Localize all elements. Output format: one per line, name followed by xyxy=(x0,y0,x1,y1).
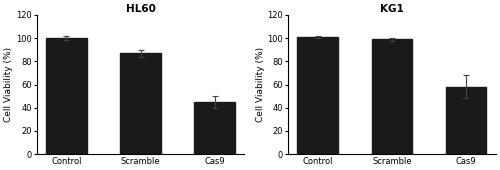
Y-axis label: Cell Viability (%): Cell Viability (%) xyxy=(4,47,13,122)
Title: HL60: HL60 xyxy=(126,4,156,14)
Bar xyxy=(372,39,412,154)
Bar xyxy=(46,38,87,154)
Bar xyxy=(120,53,161,154)
Y-axis label: Cell Viability (%): Cell Viability (%) xyxy=(256,47,264,122)
Bar xyxy=(298,37,338,154)
Bar xyxy=(446,87,486,154)
Title: KG1: KG1 xyxy=(380,4,404,14)
Bar xyxy=(194,102,235,154)
